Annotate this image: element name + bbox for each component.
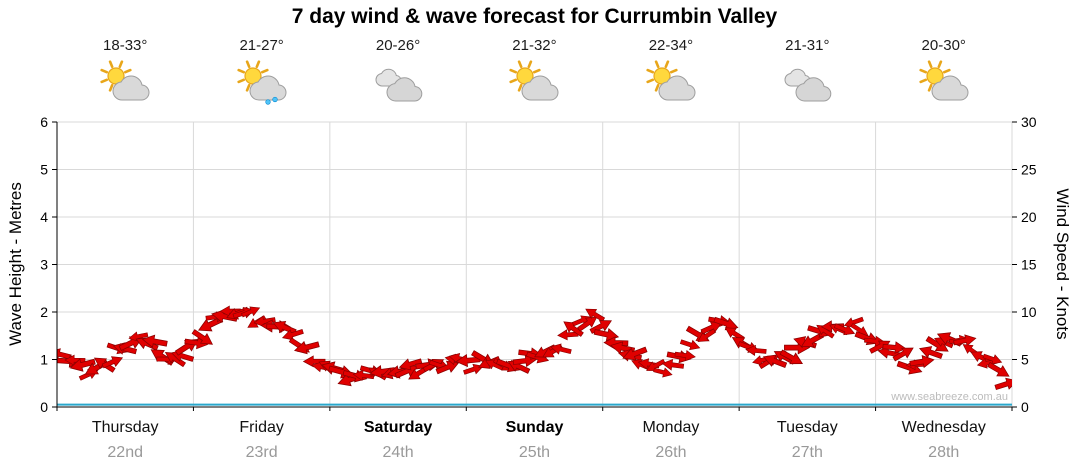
wind-arrow — [918, 346, 943, 359]
left-axis-tick-label: 3 — [40, 257, 48, 273]
wind-arrow — [141, 334, 168, 349]
wind-arrow — [953, 334, 977, 347]
wind-arrow — [661, 358, 685, 371]
left-axis-tick-label: 4 — [40, 209, 48, 225]
wind-arrow — [674, 350, 696, 362]
x-axis-day-names: Thursday Friday Saturday Sunday Monday Tuesda… — [57, 419, 1012, 437]
weather-icon-cell — [739, 60, 875, 112]
temp-range: 21-27° — [239, 37, 284, 54]
weather-icon-sun-cloud — [919, 60, 969, 101]
wind-arrow — [463, 363, 484, 375]
day-date: 23rd — [245, 444, 278, 461]
wind-arrow — [987, 361, 1010, 377]
watermark: www.seabreeze.com.au — [891, 391, 1008, 403]
wind-arrow — [622, 346, 648, 361]
weather-icon-clouds — [784, 68, 832, 102]
day-date: 24th — [382, 444, 414, 461]
wind-arrow — [198, 316, 224, 332]
wind-arrow — [550, 343, 572, 355]
wind-arrow — [352, 369, 375, 382]
left-axis-tick-label: 5 — [40, 162, 48, 178]
temp-range: 21-32° — [512, 37, 557, 54]
temp-range: 20-30° — [921, 37, 966, 54]
weather-icon-sun-cloud — [509, 60, 559, 101]
weather-icon-cell — [603, 60, 739, 112]
weather-icon-sun-cloud-rain — [237, 60, 287, 105]
left-axis-tick-label: 0 — [40, 399, 48, 415]
right-axis-tick-label: 30 — [1021, 114, 1037, 130]
wind-arrow — [603, 336, 629, 350]
weather-icon-cell — [330, 60, 466, 112]
weather-icon-sun-cloud — [646, 60, 696, 101]
day-name: Wednesday — [901, 419, 986, 436]
weather-icons-row — [57, 60, 1012, 112]
wind-arrow — [101, 356, 124, 369]
day-name: Friday — [239, 419, 284, 436]
right-axis-tick-label: 10 — [1021, 304, 1037, 320]
wind-arrow — [191, 329, 214, 345]
right-axis-tick-label: 25 — [1021, 162, 1037, 178]
right-axis-tick-label: 20 — [1021, 209, 1037, 225]
left-axis-tick-label: 6 — [40, 114, 48, 130]
weather-icon-cell — [466, 60, 602, 112]
day-date: 28th — [928, 444, 960, 461]
temperature-row: 18-33° 21-27° 20-26° 21-32° 22-34° 21-31° 20-3… — [57, 37, 1012, 54]
day-date: 27th — [791, 444, 823, 461]
day-name: Monday — [642, 419, 700, 436]
wind-arrow — [653, 367, 673, 378]
day-name: Saturday — [363, 419, 433, 436]
day-name: Sunday — [505, 419, 564, 436]
wind-arrow — [843, 316, 864, 328]
wind-arrow — [128, 331, 149, 342]
weather-icon-clouds — [375, 68, 423, 102]
wind-arrow — [762, 354, 788, 368]
wind-arrow — [994, 377, 1012, 390]
wind-arrow — [892, 347, 914, 362]
right-axis-tick-label: 5 — [1021, 352, 1029, 368]
weather-icon-sun-cloud — [100, 60, 150, 101]
day-date: 26th — [655, 444, 687, 461]
wind-arrow — [800, 332, 825, 348]
wind-arrow — [697, 328, 717, 343]
wind-arrow — [679, 339, 701, 351]
temp-range: 21-31° — [785, 37, 830, 54]
weather-icon-cell — [57, 60, 193, 112]
right-axis-tick-label: 15 — [1021, 257, 1037, 273]
wind-arrow — [882, 341, 907, 354]
wind-arrow — [253, 315, 276, 328]
wind-arrow — [241, 306, 261, 318]
wind-arrow — [593, 327, 620, 342]
wind-arrow — [745, 344, 767, 357]
day-date: 25th — [518, 444, 551, 461]
left-axis-tick-label: 2 — [40, 304, 48, 320]
wind-arrow — [455, 354, 481, 368]
day-name: Thursday — [91, 419, 159, 436]
weather-icon-cell — [193, 60, 329, 112]
wind-arrow — [833, 323, 856, 336]
wind-arrow-band — [57, 305, 1012, 390]
temp-range: 20-26° — [375, 37, 421, 54]
left-axis-tick-label: 1 — [40, 352, 48, 368]
temp-range: 18-33° — [103, 37, 148, 54]
day-name: Tuesday — [776, 419, 838, 436]
right-axis-tick-label: 0 — [1021, 399, 1029, 415]
wind-arrow — [982, 353, 1003, 365]
day-date: 22nd — [107, 444, 143, 461]
wind-arrow — [557, 329, 579, 341]
chart-title: 7 day wind & wave forecast for Currumbin… — [291, 5, 778, 28]
wind-arrow — [713, 316, 739, 331]
wind-arrow — [281, 329, 304, 341]
weather-icon-cell — [876, 60, 1012, 112]
wind-arrow — [293, 340, 320, 355]
x-axis-day-dates: 22nd 23rd 24th 25th 26th 27th 28th — [57, 444, 1012, 462]
wind-arrow — [925, 336, 949, 352]
wind-arrow — [779, 349, 804, 365]
temp-range: 22-34° — [648, 37, 694, 54]
